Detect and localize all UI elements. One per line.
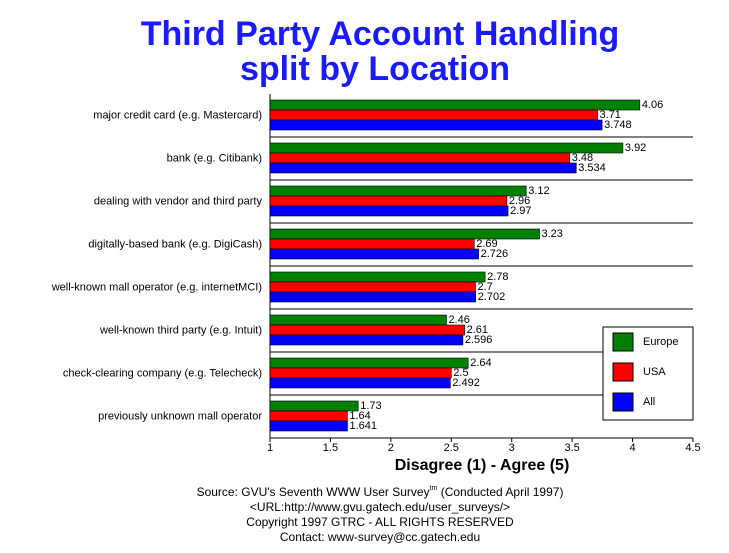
footer-contact: Contact: www-survey@cc.gatech.edu xyxy=(280,530,480,544)
chart-title: Third Party Account Handling xyxy=(141,15,620,53)
source: Source: GVU's Seventh WWW User Surveytm … xyxy=(197,485,564,499)
value-label: 3.23 xyxy=(542,228,563,240)
legend-swatch xyxy=(612,332,634,352)
value-label: 1.64 xyxy=(349,410,370,422)
value-label: 3.71 xyxy=(600,109,621,121)
bar xyxy=(269,334,464,346)
value-label: 3.92 xyxy=(625,142,646,154)
bar xyxy=(269,410,348,422)
value-label: 2.7 xyxy=(477,281,492,293)
bar xyxy=(269,324,465,336)
value-label: 3.48 xyxy=(572,152,593,164)
value-label: 2.5 xyxy=(453,367,468,379)
value-label: 2.64 xyxy=(470,357,491,369)
source-date: (Conducted April 1997) xyxy=(437,485,563,499)
y-tick-label: well-known mall operator (e.g. internetM… xyxy=(51,281,262,293)
value-label: 2.596 xyxy=(465,334,493,346)
footer-copyright: Copyright 1997 GTRC - ALL RIGHTS RESERVE… xyxy=(246,515,514,529)
value-label: 2.492 xyxy=(452,377,480,389)
x-tick-label: 1.5 xyxy=(323,442,338,454)
legend-label: All xyxy=(643,396,655,408)
y-tick-label: dealing with vendor and third party xyxy=(94,195,263,207)
bar xyxy=(269,152,571,164)
x-tick-label: 3 xyxy=(509,442,515,454)
bar xyxy=(269,377,451,389)
value-label: 2.46 xyxy=(448,314,469,326)
value-label: 3.748 xyxy=(604,119,632,131)
x-tick-label: 4.5 xyxy=(685,442,700,454)
bar xyxy=(269,420,348,432)
value-label: 2.61 xyxy=(467,324,488,336)
bar xyxy=(269,238,475,250)
bar xyxy=(269,99,641,111)
x-tick-label: 2.5 xyxy=(444,442,459,454)
source-text: Source: GVU's Seventh WWW User Survey xyxy=(197,485,430,499)
bar xyxy=(269,185,527,197)
value-label: 2.96 xyxy=(509,195,530,207)
y-tick-label: well-known third party (e.g. Intuit) xyxy=(99,324,262,336)
chart-subtitle: split by Location xyxy=(240,50,510,88)
source-tm: tm xyxy=(430,485,438,492)
x-tick-label: 1 xyxy=(267,442,273,454)
bar xyxy=(269,228,540,240)
y-tick-label: major credit card (e.g. Mastercard) xyxy=(93,109,262,121)
bar xyxy=(269,195,508,207)
y-tick-label: bank (e.g. Citibank) xyxy=(167,152,262,164)
bar xyxy=(269,314,447,326)
value-label: 2.78 xyxy=(487,271,508,283)
bar xyxy=(269,205,509,217)
y-tick-label: digitally-based bank (e.g. DigiCash) xyxy=(88,238,262,250)
value-label: 4.06 xyxy=(642,99,663,111)
value-label: 3.12 xyxy=(528,185,549,197)
bar xyxy=(269,400,359,412)
x-tick-label: 3.5 xyxy=(564,442,579,454)
bar xyxy=(269,109,598,121)
x-tick-label: 2 xyxy=(388,442,394,454)
y-tick-label: previously unknown mall operator xyxy=(98,410,262,422)
value-label: 1.641 xyxy=(349,420,377,432)
bar xyxy=(269,119,603,131)
value-label: 3.534 xyxy=(578,162,606,174)
value-label: 2.702 xyxy=(478,291,506,303)
value-label: 2.69 xyxy=(476,238,497,250)
bar xyxy=(269,271,486,283)
bar xyxy=(269,357,469,369)
value-label: 2.97 xyxy=(510,205,531,217)
legend-swatch xyxy=(612,362,634,382)
bar xyxy=(269,142,624,154)
bar xyxy=(269,162,577,174)
y-tick-label: check-clearing company (e.g. Telecheck) xyxy=(63,367,262,379)
bar xyxy=(269,367,452,379)
bar xyxy=(269,281,476,293)
footer-url: <URL:http://www.gvu.gatech.edu/user_surv… xyxy=(250,500,510,514)
bar xyxy=(269,248,479,260)
value-label: 1.73 xyxy=(360,400,381,412)
bar xyxy=(269,291,476,303)
x-axis-label: Disagree (1) - Agree (5) xyxy=(395,457,570,474)
legend-label: USA xyxy=(643,366,666,378)
x-tick-label: 4 xyxy=(630,442,636,454)
legend-label: Europe xyxy=(643,336,678,348)
value-label: 2.726 xyxy=(481,248,509,260)
legend-swatch xyxy=(612,392,634,412)
